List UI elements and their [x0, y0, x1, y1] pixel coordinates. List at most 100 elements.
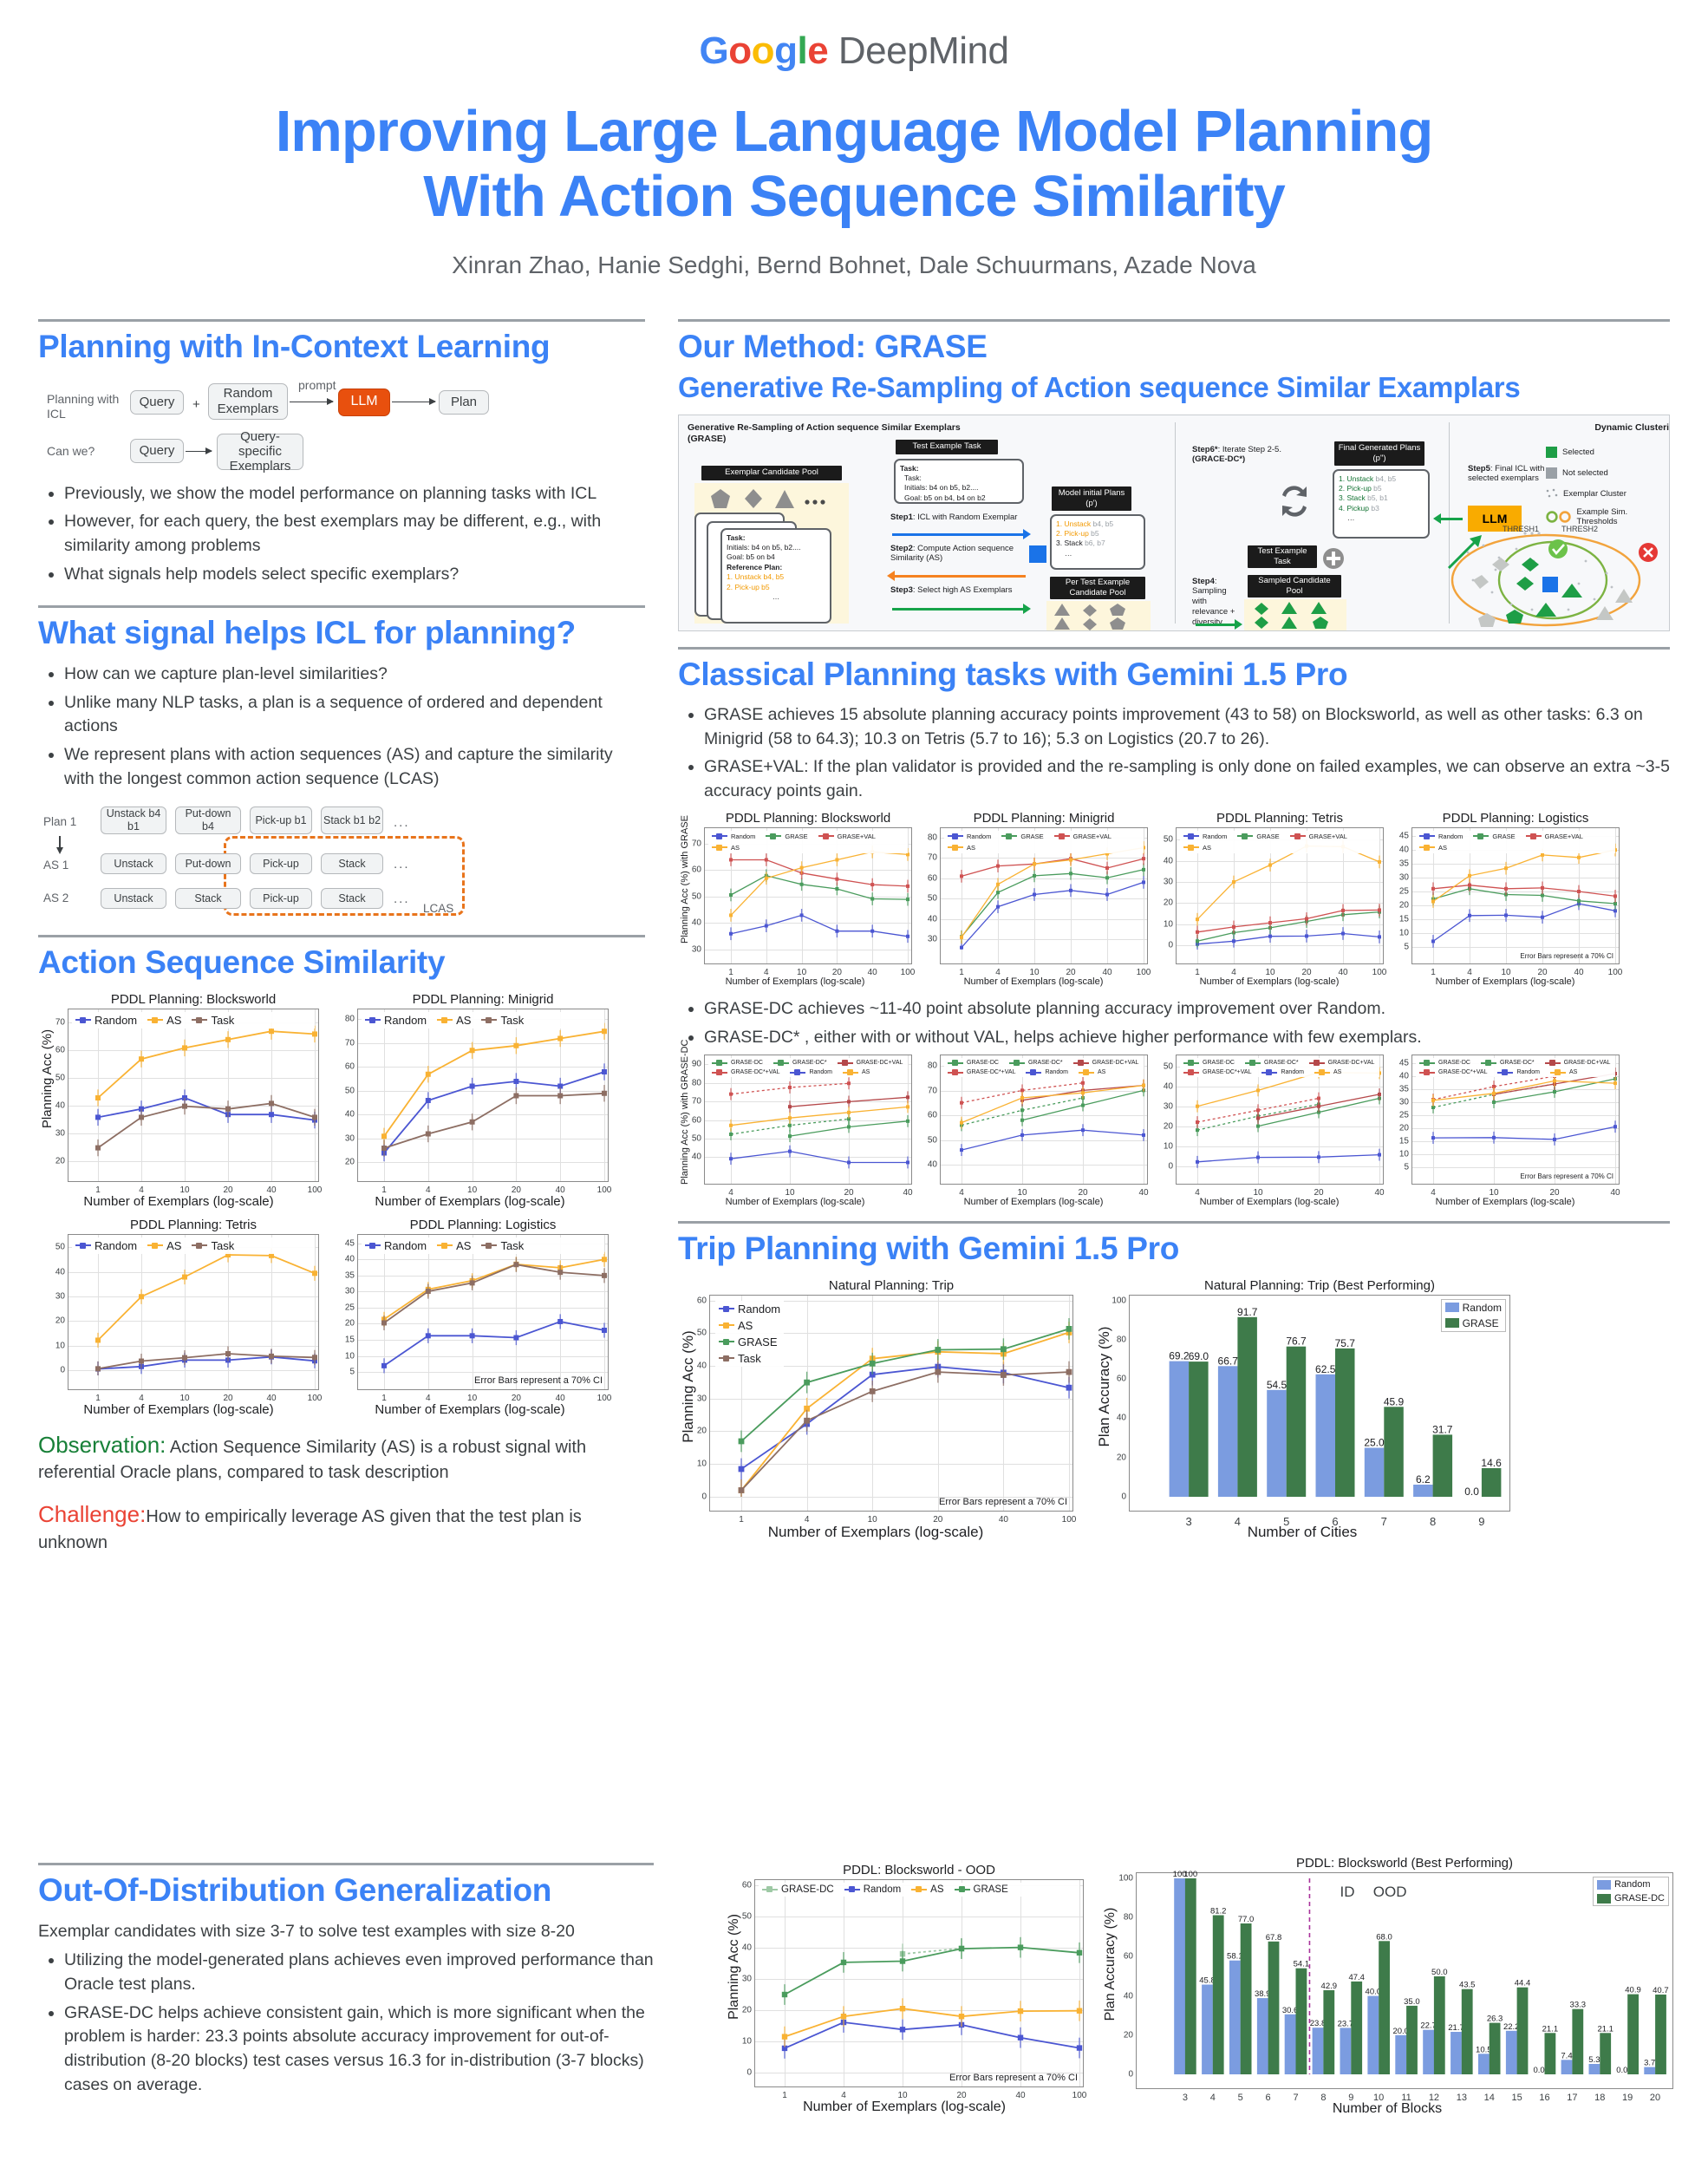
chart-title: PDDL Planning: Tetris — [130, 1217, 257, 1232]
chart-trip-line: Natural Planning: Trip 0 10 20 30 40 50 60 1 4 10 2… — [680, 1278, 1076, 1541]
legend-label: Random — [1281, 1069, 1304, 1076]
x-axis-tick: 17 — [1567, 2093, 1578, 2103]
plot-area: 40 50 60 70 80 4 10 20 40 GRASE-DC GRASE-DC* GRASE-… — [928, 1055, 1149, 1198]
gridline-y — [941, 878, 1147, 879]
x-axis-tick: 20 — [831, 967, 842, 977]
x-axis-label: Number of Exemplars (log-scale) — [375, 1401, 565, 1417]
challenge-body: How to empirically leverage AS given tha… — [38, 1507, 582, 1552]
figure-divider-2 — [1449, 421, 1450, 624]
chart-dc-tetris: 0 10 20 30 40 50 4 10 20 40 GRASE-DC GRASE-DC* GRASE… — [1164, 1055, 1385, 1207]
list-item: GRASE-DC achieves ~11-40 point absolute … — [704, 997, 1670, 1022]
legend-label: GRASE-DC — [1438, 1060, 1470, 1067]
legend-label: GRASE-DC*+VAL — [967, 1069, 1016, 1076]
y-axis-tick: 40 — [55, 1267, 65, 1277]
legend-marker-icon — [712, 844, 727, 851]
plot-area: 0 20 40 60 80 100 100 100 45.8 81.2 58.1 77.0 38.9 67… — [1118, 1870, 1673, 2103]
x-axis-label: Number of Exemplars (log-scale) — [375, 1193, 565, 1209]
gridline-y — [941, 939, 1147, 941]
gridline-x — [872, 1295, 874, 1511]
plot-area: 0 10 20 30 40 50 60 1 4 10 20 40 100 Error Bars repre… — [742, 1879, 1086, 2100]
legend-not-selected-label: Not selected — [1562, 467, 1608, 478]
svg-text:0.0: 0.0 — [1616, 2066, 1627, 2075]
flow-label-prompt: prompt — [298, 377, 336, 392]
plot-area: 0 10 20 30 40 50 4 10 20 40 GRASE-DC GRASE-DC* GRASE… — [1164, 1055, 1385, 1198]
list-item: Utilizing the model-generated plans achi… — [64, 1949, 654, 1996]
legend-marker-icon — [837, 1060, 853, 1067]
legend-label: GRASE-DC* — [1263, 1060, 1299, 1067]
plus-circle-icon — [1323, 547, 1344, 569]
legend-label: Random — [731, 832, 756, 840]
label-per-test-candidate-pool: Per Test Example Candidate Pool — [1050, 576, 1145, 599]
svg-text:10.5: 10.5 — [1476, 2045, 1492, 2054]
x-axis-tick: 4 — [804, 1514, 810, 1525]
legend-marker-icon — [75, 1016, 91, 1023]
x-axis-label: Number of Exemplars (log-scale) — [1199, 1197, 1340, 1208]
x-axis-tick: 4 — [1231, 967, 1236, 977]
x-axis-tick: 7 — [1293, 2093, 1299, 2103]
svg-text:22.7: 22.7 — [1420, 2021, 1437, 2031]
svg-text:42.9: 42.9 — [1321, 1982, 1338, 1991]
x-axis-label: Number of Exemplars (log-scale) — [725, 1197, 865, 1208]
title-line-2: With Action Sequence Similarity — [423, 164, 1285, 230]
y-axis-tick: 10 — [1398, 928, 1409, 938]
svg-text:40.0: 40.0 — [1366, 1988, 1382, 1997]
threshold-rings-icon — [1546, 511, 1571, 523]
legend-item: GRASE-DC*+VAL — [1183, 1069, 1251, 1075]
step5-label: Step5: Final ICL with selected exemplars — [1468, 463, 1545, 484]
dc-chart-row: 40 50 60 70 80 90 4 10 20 40 GRASE-DC GRASE-DC* GRAS… — [678, 1040, 1670, 1208]
svg-text:50.0: 50.0 — [1431, 1968, 1448, 1977]
legend-item: AS — [1419, 844, 1447, 852]
gridline-x — [516, 1234, 518, 1389]
legend-label: GRASE-DC*+VAL — [1438, 1069, 1488, 1076]
legend-label: AS — [1203, 843, 1212, 852]
legend-item: GRASE — [1444, 1317, 1502, 1329]
lcas-as1-ellipsis: ... — [394, 857, 410, 872]
legend-item: Random — [1261, 1069, 1304, 1076]
label-sampled-candidate-pool: Sampled Candidate Pool — [1248, 574, 1341, 598]
card-ref-plan-title: Reference Plan: — [727, 562, 783, 571]
legend-item: Random — [719, 1303, 780, 1316]
chart-dc-minigrid: 40 50 60 70 80 4 10 20 40 GRASE-DC GRASE-DC* GRASE-… — [928, 1055, 1149, 1207]
legend-item: Task — [192, 1014, 234, 1027]
gridline-x — [1270, 827, 1271, 963]
y-axis-tick: 25 — [344, 1303, 355, 1313]
legend-marker-icon — [1183, 1060, 1199, 1067]
gridline-y — [705, 1157, 911, 1159]
svg-text:25.0: 25.0 — [1364, 1436, 1385, 1448]
legend-label: GRASE-DC — [731, 1060, 763, 1067]
x-axis-tick: 4 — [139, 1393, 144, 1403]
x-axis-tick: 40 — [555, 1185, 565, 1195]
y-axis-tick: 40 — [1163, 856, 1173, 866]
test-task-body: Task: Initials: b4 on b5, b2.... Goal: b… — [904, 473, 986, 502]
legend-item: GRASE — [954, 1884, 1008, 1895]
legend-marker-icon — [712, 1060, 727, 1067]
legend-item: AS — [911, 1884, 944, 1895]
chart-title: PDDL Planning: Blocksworld — [110, 991, 277, 1007]
legend-thresholds-label: Example Sim. Thresholds — [1576, 506, 1628, 526]
x-axis-tick: 5 — [1283, 1514, 1290, 1528]
logo-letter-o2: o — [751, 29, 775, 72]
series-layer — [729, 1077, 909, 1169]
legend-marker-icon — [1183, 1069, 1199, 1076]
chart-title: PDDL Planning: Blocksworld — [725, 810, 891, 826]
gridline-y — [710, 1431, 1072, 1433]
legend-marker-icon — [1183, 844, 1199, 851]
card-task-title: Task: — [727, 532, 746, 542]
test-task-title: Task: — [900, 463, 919, 473]
right-column: Our Method: GRASE Generative Re-Sampling… — [678, 319, 1670, 1555]
x-axis-label: Number of Exemplars (log-scale) — [963, 1197, 1104, 1208]
svg-text:67.8: 67.8 — [1266, 1933, 1282, 1943]
gridline-x — [98, 1234, 99, 1389]
series-layer — [960, 840, 1145, 950]
y-axis-label: Planning Acc (%) — [40, 1028, 55, 1129]
x-axis-tick: 20 — [956, 2091, 967, 2100]
legend-marker-icon — [1289, 833, 1306, 839]
gridline-y — [1412, 946, 1619, 948]
section-divider — [678, 319, 1670, 323]
y-axis-tick: 0 — [1128, 2069, 1133, 2080]
y-axis-tick: 35 — [1398, 859, 1409, 869]
gridline-y — [755, 1948, 1083, 1949]
gridline-y — [705, 1082, 911, 1084]
legend-swatch-icon — [1596, 1893, 1611, 1904]
x-axis-tick: 40 — [266, 1185, 277, 1195]
